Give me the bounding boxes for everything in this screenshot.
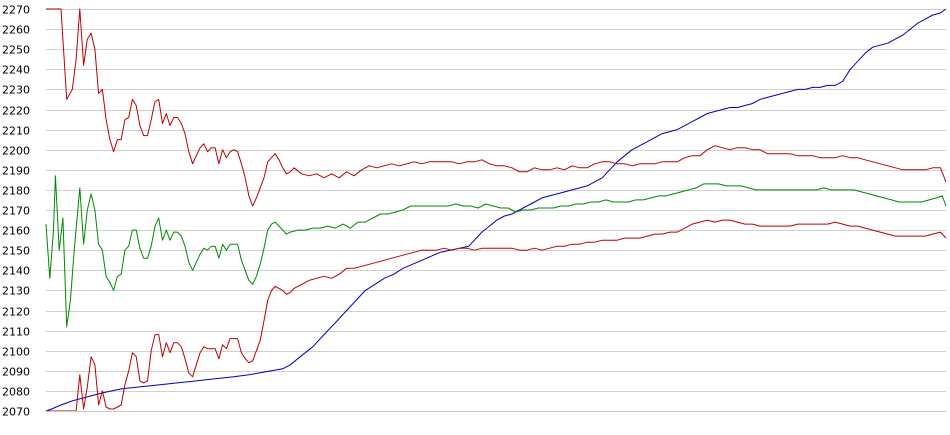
y-tick-label: 2110 [2, 326, 30, 339]
gridlines [46, 9, 946, 412]
series-line-1 [45, 8, 947, 412]
y-tick-label: 2100 [2, 346, 30, 359]
y-tick-label: 2220 [2, 105, 30, 118]
y-tick-label: 2230 [2, 84, 30, 97]
y-tick-label: 2250 [2, 44, 30, 57]
y-tick-label: 2200 [2, 145, 30, 158]
y-tick-label: 2160 [2, 225, 30, 238]
y-tick-label: 2260 [2, 24, 30, 37]
y-tick-label: 2120 [2, 306, 30, 319]
y-tick-label: 2070 [2, 406, 30, 419]
series-line-4 [46, 219, 947, 412]
series-lines [45, 8, 947, 412]
y-tick-label: 2170 [2, 205, 30, 218]
y-tick-label: 2080 [2, 386, 30, 399]
series-line-3 [45, 175, 947, 328]
y-tick-label: 2270 [2, 4, 30, 17]
y-axis-tick-labels: 2070 2080 2090 2100 2110 2120 2130 2140 2150 2160… [2, 4, 30, 419]
y-tick-label: 2140 [2, 265, 30, 278]
y-tick-label: 2150 [2, 245, 30, 258]
y-tick-label: 2180 [2, 185, 30, 198]
y-tick-label: 2090 [2, 366, 30, 379]
y-tick-label: 2240 [2, 64, 30, 77]
y-tick-label: 2190 [2, 165, 30, 178]
series-line-2 [46, 8, 947, 207]
y-tick-label: 2210 [2, 125, 30, 138]
y-tick-label: 2130 [2, 285, 30, 298]
